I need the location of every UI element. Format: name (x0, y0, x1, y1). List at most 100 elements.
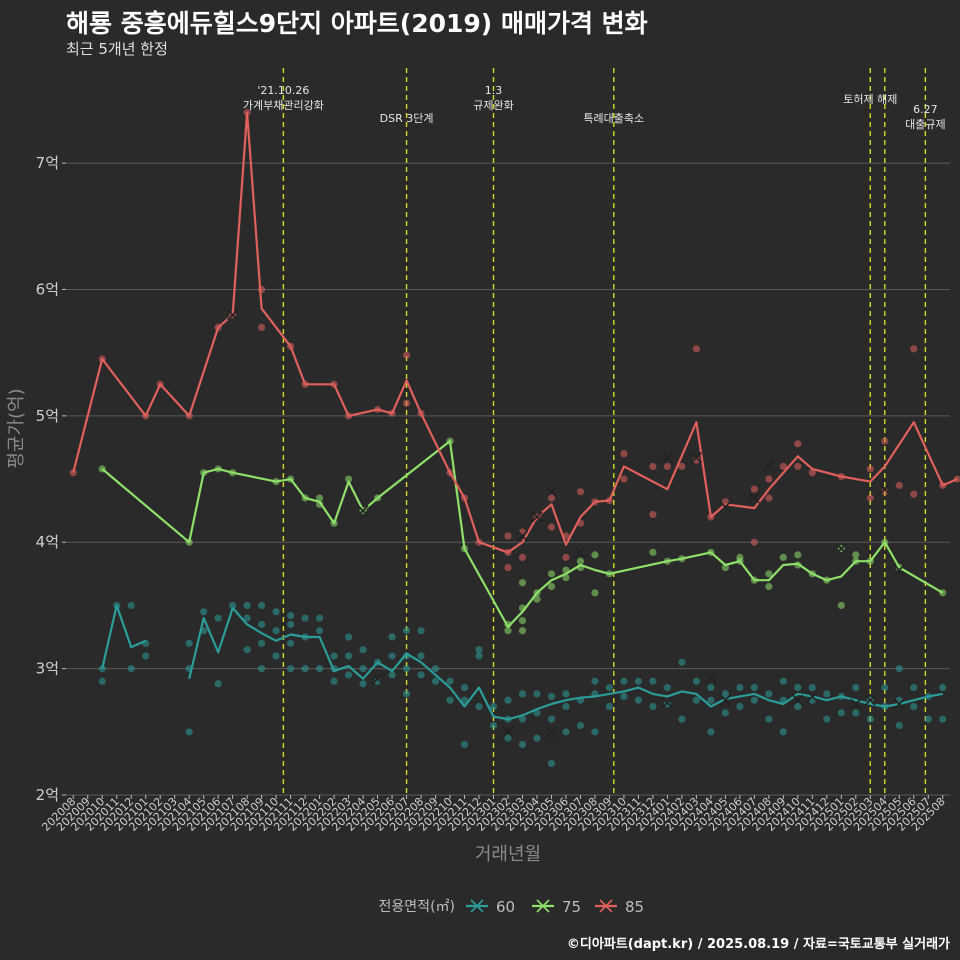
data-point (504, 696, 512, 704)
data-point (330, 652, 338, 660)
data-point (765, 494, 773, 502)
data-point (359, 665, 367, 673)
data-point (200, 608, 208, 616)
data-point (823, 690, 831, 698)
cross-marker (372, 673, 384, 685)
data-point (620, 475, 628, 483)
data-point (301, 614, 309, 622)
data-point (837, 601, 845, 610)
data-point (287, 620, 295, 628)
data-point (547, 759, 556, 768)
cross-marker (705, 671, 717, 684)
data-point (620, 677, 628, 685)
data-point (417, 627, 425, 635)
data-point (852, 709, 860, 717)
data-point (258, 665, 266, 673)
data-point (446, 696, 454, 704)
cross-marker (893, 698, 905, 710)
data-point (721, 709, 729, 717)
legend-label: 85 (625, 898, 644, 916)
data-point (388, 652, 396, 660)
data-point (402, 351, 411, 359)
cross-marker (850, 698, 862, 710)
data-point (316, 614, 324, 622)
data-point (591, 551, 599, 559)
data-point (185, 728, 193, 736)
data-point (518, 528, 527, 536)
cross-marker (879, 483, 891, 495)
y-tick-label: 4억 (36, 533, 59, 551)
series-85 (69, 108, 960, 572)
cross-marker (516, 530, 529, 542)
data-point (881, 437, 889, 445)
data-point (692, 345, 700, 353)
event-label: DSR 3단계 (380, 112, 434, 125)
data-point (939, 715, 947, 723)
data-point (258, 323, 266, 331)
cross-marker (690, 452, 702, 464)
data-point (518, 690, 527, 698)
legend: 전용면적(㎡) 60 75 85 (379, 898, 645, 916)
data-point (475, 646, 483, 654)
data-point (939, 683, 947, 692)
data-point (678, 658, 686, 666)
data-point (910, 702, 918, 711)
data-point (344, 633, 353, 641)
data-point (852, 551, 860, 559)
data-point (605, 702, 614, 711)
data-point (316, 494, 324, 502)
y-tick-label: 7억 (36, 154, 59, 172)
data-point (214, 614, 222, 622)
cross-marker (763, 460, 775, 472)
cross-marker (545, 726, 558, 738)
data-point (866, 494, 874, 502)
data-point (417, 671, 425, 679)
cross-marker (719, 694, 731, 706)
data-point (142, 652, 150, 660)
chart-subtitle: 최근 5개년 한정 (66, 40, 168, 58)
data-point (663, 462, 672, 471)
data-point (765, 582, 773, 591)
data-point (127, 665, 135, 673)
data-point (576, 721, 585, 730)
data-point (910, 345, 918, 353)
data-point (620, 450, 628, 458)
data-point (765, 570, 773, 578)
data-point (866, 715, 874, 723)
data-point (750, 538, 758, 546)
data-point (736, 683, 744, 692)
data-point (649, 548, 657, 556)
data-point (895, 721, 903, 730)
chart-title: 해룡 중흥에듀힐스9단지 아파트(2019) 매매가격 변화 (66, 9, 648, 38)
data-point (707, 683, 715, 692)
data-point (431, 665, 440, 673)
data-point (794, 551, 802, 559)
data-point (765, 475, 773, 483)
data-point (692, 677, 700, 685)
data-point (489, 702, 498, 711)
data-point (562, 690, 570, 698)
legend-title: 전용면적(㎡) (379, 899, 455, 915)
data-point (504, 563, 512, 572)
data-point (301, 665, 309, 673)
event-label: '21.10.26 (257, 84, 309, 97)
data-point (287, 611, 295, 620)
data-point (388, 671, 396, 679)
data-point (591, 589, 599, 597)
data-point (707, 728, 715, 736)
data-point (750, 485, 758, 493)
data-point (185, 639, 193, 647)
cross-marker (893, 564, 905, 576)
legend-item-75: 75 (532, 898, 581, 916)
data-point (330, 677, 338, 685)
data-point (402, 690, 411, 698)
data-point (547, 692, 556, 701)
data-point (547, 494, 556, 502)
data-point (765, 690, 773, 698)
data-point (431, 677, 440, 685)
data-point (808, 683, 816, 692)
data-point (649, 510, 657, 519)
series-line (101, 604, 147, 669)
data-point (316, 665, 324, 673)
